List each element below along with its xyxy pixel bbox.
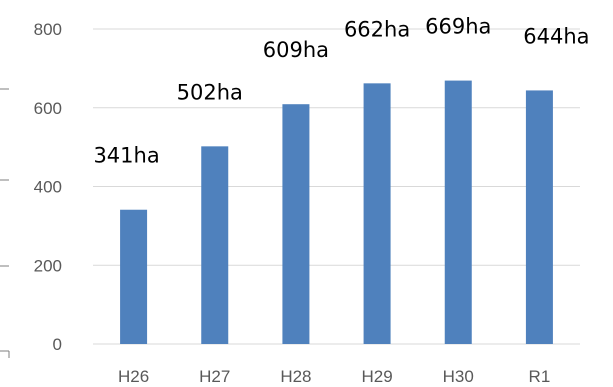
frame-marks <box>0 88 10 358</box>
data-label: 669ha <box>425 15 491 39</box>
x-axis-tick-labels: H26 H27 H28 H29 H30 R1 <box>118 367 550 386</box>
x-tick-label: H26 <box>118 367 149 386</box>
bar-h30 <box>444 80 472 345</box>
bar-h28 <box>282 104 310 344</box>
bar-h29 <box>363 83 391 345</box>
y-axis-tick-labels: 0 200 400 600 800 <box>34 20 62 354</box>
bar-r1 <box>525 90 553 344</box>
y-tick-label: 0 <box>53 335 62 354</box>
data-label: 502ha <box>177 80 243 104</box>
x-tick-label: H29 <box>361 367 392 386</box>
x-tick-label: H28 <box>280 367 311 386</box>
data-label: 644ha <box>523 24 589 48</box>
bar-h26 <box>120 209 148 344</box>
gridlines <box>93 28 580 345</box>
y-tick-label: 200 <box>34 256 62 275</box>
y-tick-label: 600 <box>34 99 62 118</box>
x-tick-label: H27 <box>199 367 230 386</box>
data-label: 662ha <box>344 17 410 41</box>
x-tick-label: R1 <box>529 367 551 386</box>
data-label: 609ha <box>263 38 329 62</box>
x-tick-label: H30 <box>443 367 474 386</box>
data-label: 341ha <box>93 144 159 168</box>
data-labels: 341ha 502ha 609ha 662ha 669ha 644ha <box>93 15 589 168</box>
y-tick-label: 400 <box>34 178 62 197</box>
bars <box>120 80 553 345</box>
y-tick-label: 800 <box>34 20 62 39</box>
bar-h27 <box>201 146 229 344</box>
